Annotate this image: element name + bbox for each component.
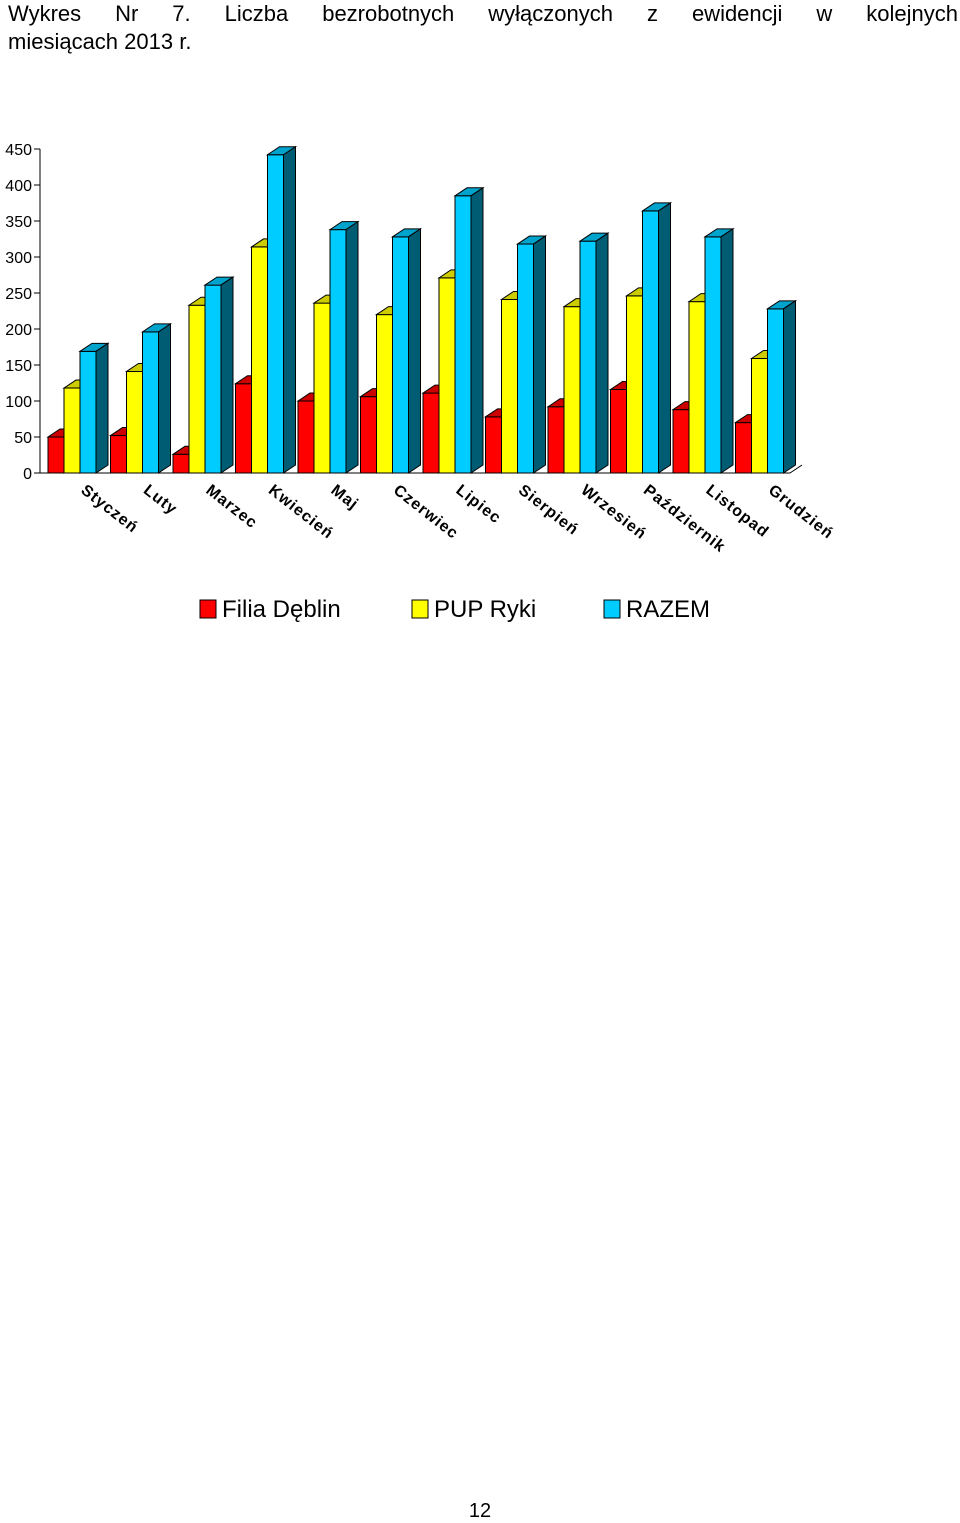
chart-title-line-1: Wykres Nr 7. Liczba bezrobotnych wyłączo… [8, 1, 958, 26]
bar-front [610, 388, 627, 474]
bar-front [297, 400, 315, 474]
x-category-label: Sierpień [515, 482, 582, 539]
bar-front [392, 236, 409, 474]
bar-front [172, 453, 190, 474]
bar-side [470, 186, 484, 474]
bar [328, 220, 360, 474]
chart-title-line-2: miesiącach 2013 r. [8, 29, 192, 54]
legend-swatch [603, 599, 621, 619]
y-tick-label: 150 [5, 358, 32, 375]
x-category-label: Wrzesień [578, 482, 650, 543]
x-category-label: Maj [328, 482, 362, 514]
y-tick-label: 100 [5, 394, 32, 411]
y-tick-label: 450 [5, 142, 32, 159]
bar-front [329, 229, 347, 474]
bar-front [579, 240, 597, 474]
bar-front [642, 210, 659, 474]
bar [390, 227, 423, 474]
bar [640, 201, 673, 474]
bar-front [751, 358, 768, 474]
bar-front [563, 306, 581, 474]
bar-front [735, 422, 752, 474]
y-tick-label: 0 [23, 466, 32, 483]
y-tick-label: 400 [5, 178, 32, 195]
legend-label: RAZEM [626, 596, 710, 623]
bar [703, 227, 735, 474]
bar-side [345, 220, 359, 474]
bar-front [438, 277, 456, 474]
y-tick-label: 200 [5, 322, 32, 339]
bar [578, 232, 610, 474]
legend-label: Filia Dęblin [222, 596, 341, 623]
bar-side [95, 342, 109, 474]
bar [765, 299, 798, 474]
bar-side [408, 227, 421, 474]
bar-front [110, 435, 127, 474]
y-tick-label: 50 [14, 430, 32, 447]
page-number: 12 [468, 1500, 492, 1522]
bar-front [313, 302, 331, 474]
bar-front [235, 383, 252, 474]
x-category-label: Kwiecień [265, 482, 336, 543]
x-category-label: Marzec [203, 482, 261, 532]
bar-front [688, 301, 706, 474]
bar-front [517, 243, 534, 474]
bar [453, 186, 485, 474]
bar-side [220, 276, 234, 474]
bar [265, 145, 298, 474]
bar [78, 342, 110, 474]
y-tick-label: 350 [5, 214, 32, 231]
bar-front [454, 195, 472, 474]
legend-swatch [199, 599, 217, 619]
x-category-label: Lipiec [453, 482, 505, 528]
bar-front [626, 295, 643, 474]
bar [203, 276, 235, 474]
bar-side [283, 145, 296, 474]
bar [515, 235, 548, 474]
bar-front [704, 236, 722, 474]
bar-front [767, 308, 784, 474]
bar-front [142, 331, 159, 474]
x-category-label: Styczeń [78, 482, 142, 537]
bar-side [658, 201, 671, 474]
bar-front [251, 246, 268, 474]
bar-side [783, 299, 796, 474]
x-category-label: Grudzień [765, 482, 836, 543]
bar [140, 322, 173, 474]
bar-front [672, 409, 690, 474]
x-axis-depth [789, 464, 803, 474]
x-category-label: Luty [140, 482, 180, 519]
bar-front [376, 314, 393, 474]
y-tick-label: 300 [5, 250, 32, 267]
bar-front [422, 392, 440, 474]
legend-label: PUP Ryki [434, 596, 536, 623]
bar-front [267, 154, 284, 474]
bar-side [720, 227, 734, 474]
bar-front [501, 298, 518, 474]
bar-front [360, 396, 377, 474]
bar-front [547, 406, 565, 474]
bar-front [188, 304, 206, 474]
bar-front [204, 284, 222, 474]
bar-front [79, 350, 97, 474]
y-tick-label: 250 [5, 286, 32, 303]
bar-front [126, 370, 143, 474]
bar-side [533, 235, 546, 474]
legend-swatch [411, 599, 429, 619]
bar-side [158, 322, 171, 474]
bar-side [595, 232, 609, 474]
bar-front [485, 416, 502, 474]
bar-front [63, 387, 81, 474]
chart-title: Wykres Nr 7. Liczba bezrobotnych wyłączo… [8, 0, 958, 56]
x-category-label: Czerwiec [390, 482, 461, 543]
bar-front [47, 436, 65, 474]
